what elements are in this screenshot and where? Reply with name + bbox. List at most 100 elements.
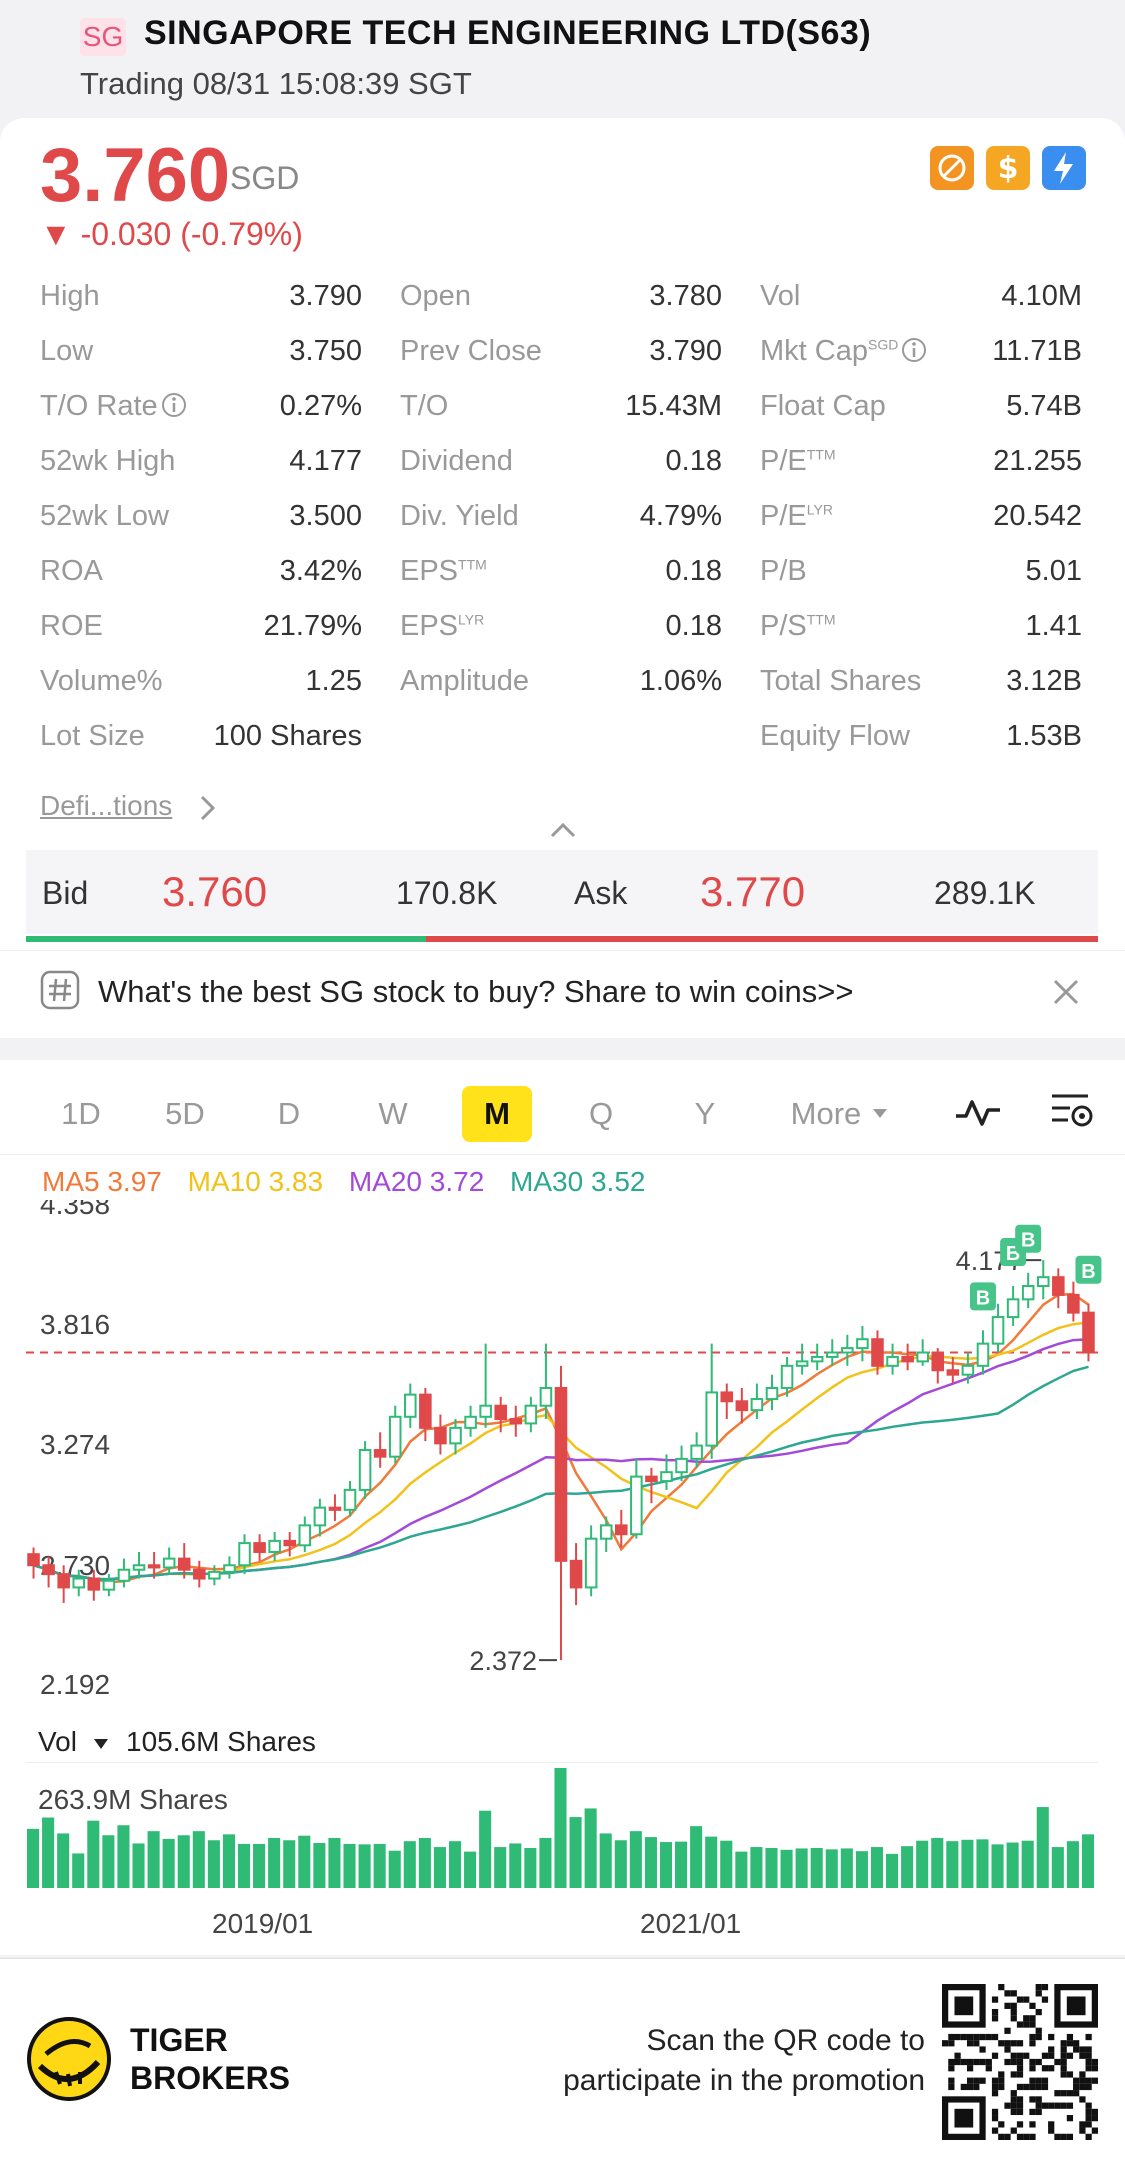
stat-label: High: [40, 280, 100, 313]
volume-bar: [27, 1828, 40, 1888]
candle: [630, 1458, 643, 1539]
footer: [0, 1958, 1125, 2167]
candle: [253, 1534, 266, 1561]
tiger-logo-icon: [27, 2017, 111, 2101]
stat-value: 0.27%: [279, 390, 362, 422]
candle: [268, 1532, 281, 1561]
tab-y[interactable]: Y: [694, 1096, 716, 1131]
candle: [283, 1532, 297, 1557]
volume-bar: [433, 1847, 446, 1888]
candle: [991, 1303, 1005, 1353]
buy-marker-icon[interactable]: B: [1015, 1224, 1042, 1253]
volume-bar: [403, 1841, 416, 1888]
tab-5d[interactable]: 5D: [165, 1096, 205, 1131]
candle: [1006, 1286, 1020, 1326]
stat-label-text: EPS: [400, 610, 459, 642]
stat-superscript: SGD: [867, 336, 899, 353]
chart-settings-icon[interactable]: [1048, 1086, 1096, 1134]
indicator-icon[interactable]: [954, 1092, 1002, 1132]
stat-value: 4.10M: [1001, 280, 1082, 312]
volume-bar: [192, 1831, 205, 1888]
volume-bar: [614, 1840, 627, 1888]
chevron-up-icon[interactable]: [548, 820, 578, 840]
no-short-icon[interactable]: [930, 146, 974, 190]
stat-label: Mkt CapSGD: [760, 335, 928, 368]
tab-w[interactable]: W: [378, 1096, 408, 1131]
candle: [388, 1405, 402, 1464]
buy-marker-icon[interactable]: B: [969, 1282, 996, 1311]
volume-bar: [629, 1831, 642, 1888]
candle: [660, 1454, 673, 1490]
candle: [810, 1343, 824, 1371]
stat-label: Equity Flow: [760, 720, 910, 753]
stat-value: 100 Shares: [213, 720, 362, 752]
stat-label: P/STTM: [760, 610, 836, 643]
candle: [615, 1509, 628, 1548]
volume-bar: [222, 1834, 235, 1888]
stat-label-text: 52wk High: [40, 445, 176, 477]
stat-label-text: ROE: [40, 610, 103, 642]
info-icon[interactable]: [160, 391, 188, 419]
tab-1d[interactable]: 1D: [61, 1096, 101, 1131]
candle: [961, 1352, 975, 1384]
tab-more[interactable]: More: [790, 1096, 862, 1131]
candle: [976, 1330, 990, 1375]
ma-legend: MA5 3.97 MA10 3.83 MA20 3.72 MA30 3.52: [42, 1166, 645, 1198]
candle: [494, 1396, 507, 1433]
vol-label[interactable]: Vol: [38, 1726, 77, 1757]
stat-label-text: Open: [400, 280, 471, 312]
stat-value: 1.06%: [639, 665, 722, 697]
volume-bar: [569, 1817, 582, 1888]
tab-m[interactable]: M: [462, 1086, 532, 1142]
volume-bar: [102, 1835, 115, 1888]
ask-price[interactable]: 3.770: [700, 868, 806, 915]
candle: [735, 1387, 749, 1424]
volume-bar: [177, 1835, 190, 1888]
qr-code[interactable]: [942, 1984, 1098, 2140]
promo-text[interactable]: What's the best SG stock to buy? Share t…: [98, 974, 854, 1009]
lightning-icon[interactable]: [1042, 146, 1086, 190]
volume-bar: [343, 1843, 356, 1888]
buy-marker-icon[interactable]: B: [1075, 1255, 1102, 1284]
volume-bar: [298, 1835, 311, 1888]
candle: [373, 1432, 387, 1468]
candle: [931, 1348, 945, 1384]
stat-value: 4.177: [289, 445, 362, 477]
tab-d[interactable]: D: [277, 1096, 301, 1131]
ma30-label: MA30 3.52: [510, 1166, 646, 1197]
stat-label: T/O Rate: [40, 390, 188, 423]
info-icon[interactable]: [900, 336, 928, 364]
candle: [358, 1441, 372, 1499]
stat-value: 1.41: [1025, 610, 1082, 642]
stat-label: P/ETTM: [760, 445, 836, 478]
candle: [524, 1396, 538, 1433]
header: [0, 0, 1125, 118]
candle: [539, 1343, 553, 1420]
y-tick-label: 2.192: [40, 1669, 110, 1700]
candle: [780, 1356, 794, 1397]
candle: [705, 1343, 718, 1459]
definitions-link[interactable]: Defi...tions: [40, 790, 173, 821]
volume-bar: [207, 1840, 220, 1888]
close-icon[interactable]: [1052, 978, 1080, 1006]
x-tick-2021: 2021/01: [640, 1908, 742, 1939]
tab-q[interactable]: Q: [588, 1096, 614, 1131]
volume-bar: [418, 1837, 431, 1888]
bid-price[interactable]: 3.760: [162, 868, 268, 915]
volume-bar: [705, 1836, 718, 1888]
price-change: ▼ -0.030 (-0.79%): [40, 216, 303, 252]
candle: [419, 1387, 432, 1442]
dollar-icon[interactable]: $: [986, 146, 1030, 190]
volume-bar: [810, 1847, 823, 1888]
ask-label: Ask: [574, 875, 628, 911]
promo-banner[interactable]: [0, 950, 1125, 1037]
candle: [177, 1543, 191, 1579]
stat-label-text: P/E: [760, 500, 807, 532]
volume-bar: [524, 1847, 537, 1888]
candle: [599, 1516, 613, 1552]
stat-label-text: High: [40, 280, 100, 312]
volume-bar: [479, 1810, 492, 1888]
candle: [765, 1374, 779, 1411]
volume-bar: [584, 1808, 597, 1888]
